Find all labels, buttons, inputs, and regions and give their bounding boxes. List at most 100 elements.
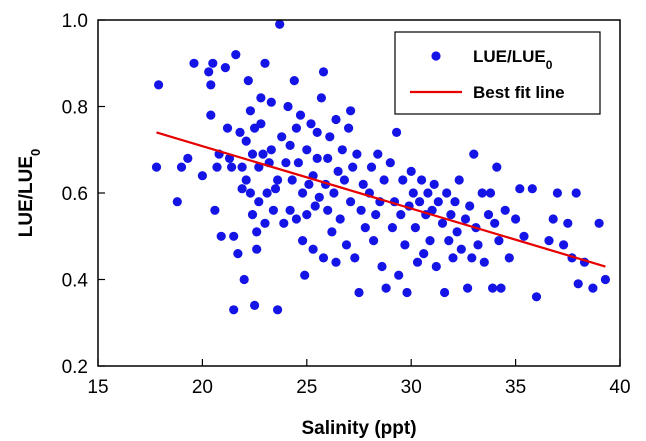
scatter-point bbox=[254, 197, 264, 207]
scatter-point bbox=[448, 253, 458, 263]
scatter-point bbox=[224, 153, 235, 163]
scatter-point bbox=[258, 149, 268, 159]
scatter-point bbox=[469, 149, 479, 159]
scatter-point bbox=[239, 274, 249, 285]
scatter-point bbox=[600, 274, 611, 285]
scatter-point bbox=[417, 175, 427, 185]
scatter-point bbox=[260, 58, 270, 68]
scatter-point bbox=[293, 158, 303, 168]
scatter-point bbox=[440, 287, 450, 298]
scatter-point bbox=[252, 227, 262, 237]
scatter-point bbox=[387, 223, 397, 233]
scatter-point bbox=[419, 249, 429, 259]
scatter-point bbox=[339, 175, 349, 185]
legend-box bbox=[394, 31, 601, 115]
scatter-point bbox=[446, 210, 456, 220]
scatter-point bbox=[348, 162, 358, 172]
scatter-point bbox=[183, 153, 193, 163]
scatter-point bbox=[172, 197, 182, 207]
scatter-point bbox=[206, 80, 216, 90]
scatter-point bbox=[235, 127, 245, 137]
scatter-point bbox=[329, 188, 339, 198]
scatter-point bbox=[266, 145, 276, 155]
scatter-point bbox=[588, 283, 598, 293]
scatter-point bbox=[454, 175, 464, 185]
scatter-point bbox=[379, 175, 389, 185]
scatter-point bbox=[360, 223, 370, 233]
scatter-point bbox=[552, 188, 563, 198]
y-tick-label: 1.0 bbox=[62, 11, 88, 32]
scatter-point bbox=[304, 179, 314, 189]
scatter-point bbox=[350, 253, 360, 263]
scatter-point bbox=[197, 171, 207, 181]
scatter-point bbox=[527, 184, 537, 194]
scatter-point bbox=[559, 240, 569, 250]
scatter-point bbox=[377, 261, 387, 272]
scatter-point bbox=[490, 218, 500, 228]
scatter-point bbox=[356, 205, 366, 215]
scatter-point bbox=[344, 123, 354, 133]
scatter-point bbox=[433, 197, 443, 207]
scatter-point bbox=[252, 244, 262, 254]
scatter-point bbox=[310, 201, 320, 211]
scatter-point bbox=[366, 162, 377, 172]
scatter-point bbox=[442, 188, 452, 198]
scatter-point bbox=[273, 175, 283, 185]
scatter-point bbox=[515, 184, 525, 194]
x-tick-label: 15 bbox=[87, 377, 108, 398]
scatter-point bbox=[398, 175, 408, 185]
scatter-point bbox=[245, 188, 255, 198]
scatter-point bbox=[371, 210, 381, 220]
scatter-point bbox=[229, 231, 239, 241]
scatter-point bbox=[189, 58, 199, 68]
scatter-point bbox=[279, 218, 289, 228]
scatter-point bbox=[210, 205, 220, 215]
scatter-point bbox=[406, 166, 416, 176]
scatter-point bbox=[256, 93, 266, 103]
scatter-point bbox=[323, 205, 333, 215]
scatter-point bbox=[548, 214, 558, 224]
scatter-point bbox=[394, 270, 404, 280]
scatter-point bbox=[231, 50, 241, 60]
scatter-point bbox=[273, 305, 283, 315]
scatter-point bbox=[488, 283, 498, 293]
scatter-point bbox=[444, 236, 454, 246]
scatter-point bbox=[295, 110, 306, 120]
scatter-point bbox=[302, 145, 312, 155]
scatter-point bbox=[287, 175, 297, 185]
scatter-point bbox=[308, 244, 318, 254]
scatter-point bbox=[237, 162, 247, 172]
scatter-point bbox=[227, 162, 237, 172]
scatter-point bbox=[381, 283, 391, 293]
best-fit-line bbox=[156, 131, 606, 268]
scatter-point bbox=[346, 197, 356, 207]
scatter-point bbox=[247, 149, 258, 159]
scatter-point bbox=[415, 197, 425, 207]
scatter-point bbox=[373, 149, 383, 159]
scatter-point bbox=[229, 305, 239, 315]
scatter-point bbox=[425, 236, 435, 246]
x-tick-label: 20 bbox=[192, 377, 213, 398]
scatter-point bbox=[241, 175, 251, 185]
scatter-point bbox=[260, 218, 270, 228]
legend-scatter-marker bbox=[431, 51, 441, 61]
scatter-point bbox=[341, 240, 352, 250]
scatter-point bbox=[285, 140, 295, 150]
scatter-point bbox=[154, 80, 164, 90]
scatter-point bbox=[298, 236, 308, 246]
scatter-point bbox=[571, 188, 581, 198]
scatter-point bbox=[302, 210, 312, 220]
scatter-point bbox=[369, 236, 379, 246]
scatter-point bbox=[456, 244, 466, 254]
scatter-point bbox=[291, 123, 301, 133]
scatter-point bbox=[477, 188, 487, 198]
scatter-point bbox=[460, 214, 471, 224]
scatter-point bbox=[500, 205, 510, 215]
scatter-point bbox=[206, 110, 216, 120]
scatter-point bbox=[277, 132, 287, 142]
legend: LUE/LUE0 Best fit line bbox=[394, 31, 601, 115]
scatter-point bbox=[504, 253, 514, 263]
scatter-point bbox=[241, 136, 251, 146]
scatter-point bbox=[427, 205, 437, 215]
